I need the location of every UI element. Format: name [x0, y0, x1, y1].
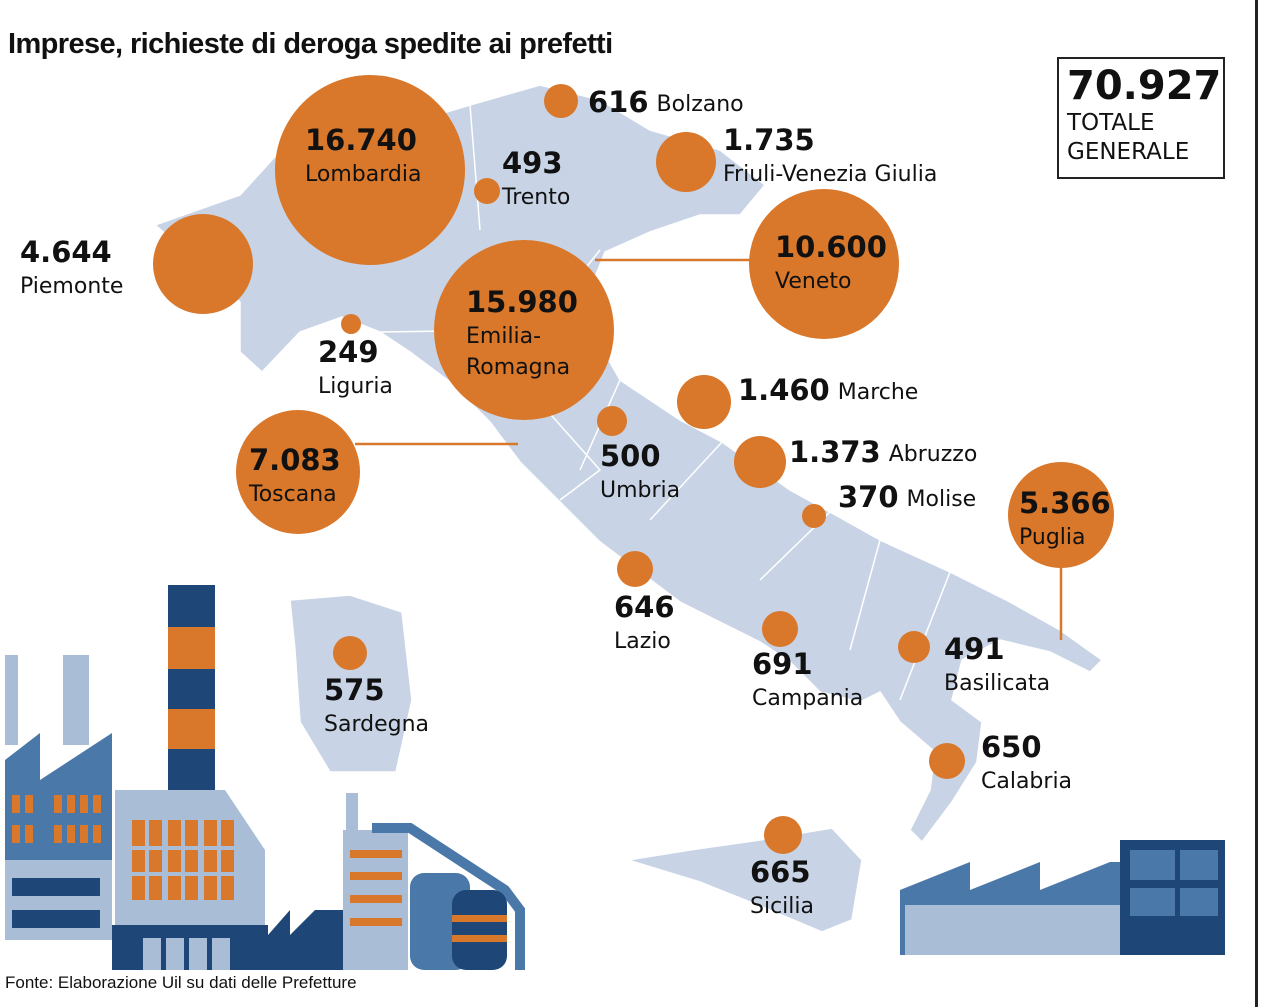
value-label: 491 [944, 632, 1005, 666]
region-calabria: 650 Calabria [929, 730, 1072, 794]
factory-left [5, 585, 525, 970]
value-label: 10.600 [775, 230, 887, 264]
bubble-abruzzo [734, 436, 786, 488]
value-label: 1.735 [723, 123, 815, 157]
region-trento: 493 Trento [474, 146, 570, 210]
value-label: 15.980 [466, 285, 578, 319]
region-name: Piemonte [20, 274, 123, 299]
region-name: Trento [501, 185, 570, 210]
region-umbria: 500 Umbria [597, 406, 680, 503]
bubble-marche [677, 375, 731, 429]
bubble-puglia [1008, 462, 1114, 568]
region-name: Marche [838, 380, 919, 405]
bubble-bolzano [544, 84, 578, 118]
region-name: Toscana [248, 482, 337, 507]
bubble-toscana [236, 410, 360, 534]
bubble-sardegna [333, 636, 367, 670]
value-label: 665 [750, 855, 811, 889]
bubble-liguria [341, 314, 361, 334]
factory-right [900, 840, 1225, 955]
region-name: Emilia- [466, 324, 541, 349]
region-toscana: 7.083 Toscana [236, 410, 360, 534]
region-name-line2: Romagna [466, 355, 570, 380]
sicily [627, 827, 863, 933]
region-name: Basilicata [944, 671, 1050, 696]
region-emilia: 15.980 Emilia- Romagna [434, 240, 614, 420]
value-label: 575 [324, 673, 385, 707]
region-abruzzo: 1.373 Abruzzo [734, 435, 977, 488]
region-lombardia: 16.740 Lombardia [275, 75, 465, 265]
region-name: Lombardia [305, 162, 421, 187]
region-friuli-venezia-giulia: 1.735 Friuli-Venezia Giulia [656, 123, 937, 192]
region-liguria: 249 Liguria [318, 314, 393, 399]
region-basilicata: 491 Basilicata [898, 631, 1050, 696]
region-molise: 370 Molise [802, 480, 976, 528]
bubble-veneto [749, 189, 899, 339]
source-note: Fonte: Elaborazione Uil su dati delle Pr… [5, 973, 357, 992]
bubbles: 16.740 Lombardia 616 Bolzano 493 Trento 1.735 F… [20, 75, 1114, 919]
value-label: 691 [752, 647, 813, 681]
value-label: 1.460 [738, 373, 830, 407]
map-title: Imprese, richieste di deroga spedite ai … [8, 28, 613, 60]
total-value: 70.927 [1067, 63, 1222, 109]
value-label: 370 [838, 480, 899, 514]
region-lazio: 646 Lazio [614, 551, 675, 654]
bubble-calabria [929, 743, 965, 779]
map-shapes [153, 84, 1104, 933]
value-label: 1.373 [789, 435, 881, 469]
bubble-sicilia [764, 816, 802, 854]
total-label-2: GENERALE [1067, 139, 1190, 165]
value-label: 7.083 [249, 443, 341, 477]
value-label: 16.740 [305, 123, 417, 157]
region-name: Bolzano [657, 92, 744, 117]
total-box: 70.927 TOTALE GENERALE [1057, 57, 1225, 179]
region-sicilia: 665 Sicilia [750, 816, 814, 919]
region-sardegna: 575 Sardegna [324, 636, 429, 737]
value-label: 650 [981, 730, 1042, 764]
region-name: Lazio [614, 629, 671, 654]
total-label-1: TOTALE [1067, 110, 1155, 136]
bubble-trento [474, 178, 500, 204]
region-veneto: 10.600 Veneto [749, 189, 899, 339]
bubble-campania [762, 611, 798, 647]
bubble-friuli-venezia-giulia [656, 132, 716, 192]
region-name: Liguria [318, 374, 393, 399]
mainland-italy [153, 84, 1104, 844]
bubble-lombardia [275, 75, 465, 265]
region-campania: 691 Campania [752, 611, 863, 711]
region-name: Puglia [1019, 525, 1086, 550]
region-name: Veneto [775, 269, 851, 294]
bubble-basilicata [898, 631, 930, 663]
region-name: Calabria [981, 769, 1072, 794]
value-label: 5.366 [1019, 486, 1111, 520]
region-name: Umbria [600, 478, 680, 503]
region-marche: 1.460 Marche [677, 373, 918, 429]
region-name: Sardegna [324, 712, 429, 737]
bubble-emilia [434, 240, 614, 420]
sardinia [289, 594, 413, 773]
region-piemonte: 4.644 Piemonte [20, 214, 253, 314]
value-label: 646 [614, 590, 675, 624]
value-label: 249 [318, 335, 379, 369]
leader-lines [355, 258, 1063, 640]
region-name: Friuli-Venezia Giulia [723, 162, 937, 187]
region-bolzano: 616 Bolzano [544, 84, 744, 119]
value-label: 616 [588, 85, 649, 119]
bubble-molise [802, 504, 826, 528]
bubble-piemonte [153, 214, 253, 314]
region-name: Sicilia [750, 894, 814, 919]
region-puglia: 5.366 Puglia [1008, 462, 1114, 568]
value-label: 500 [600, 439, 661, 473]
bubble-lazio [617, 551, 653, 587]
value-label: 493 [502, 146, 563, 180]
region-name: Molise [907, 487, 977, 512]
bubble-umbria [597, 406, 627, 436]
page-edge [1255, 0, 1258, 1007]
region-name: Abruzzo [889, 442, 978, 467]
region-name: Campania [752, 686, 863, 711]
value-label: 4.644 [20, 235, 112, 269]
